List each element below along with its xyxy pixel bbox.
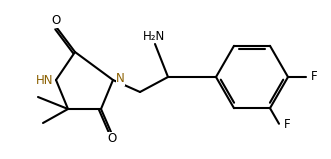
Text: F: F <box>284 118 291 131</box>
Text: HN: HN <box>35 73 53 86</box>
Text: O: O <box>107 131 117 145</box>
Text: O: O <box>51 14 61 28</box>
Text: N: N <box>116 73 125 86</box>
Text: F: F <box>311 70 318 83</box>
Text: H₂N: H₂N <box>143 30 165 42</box>
